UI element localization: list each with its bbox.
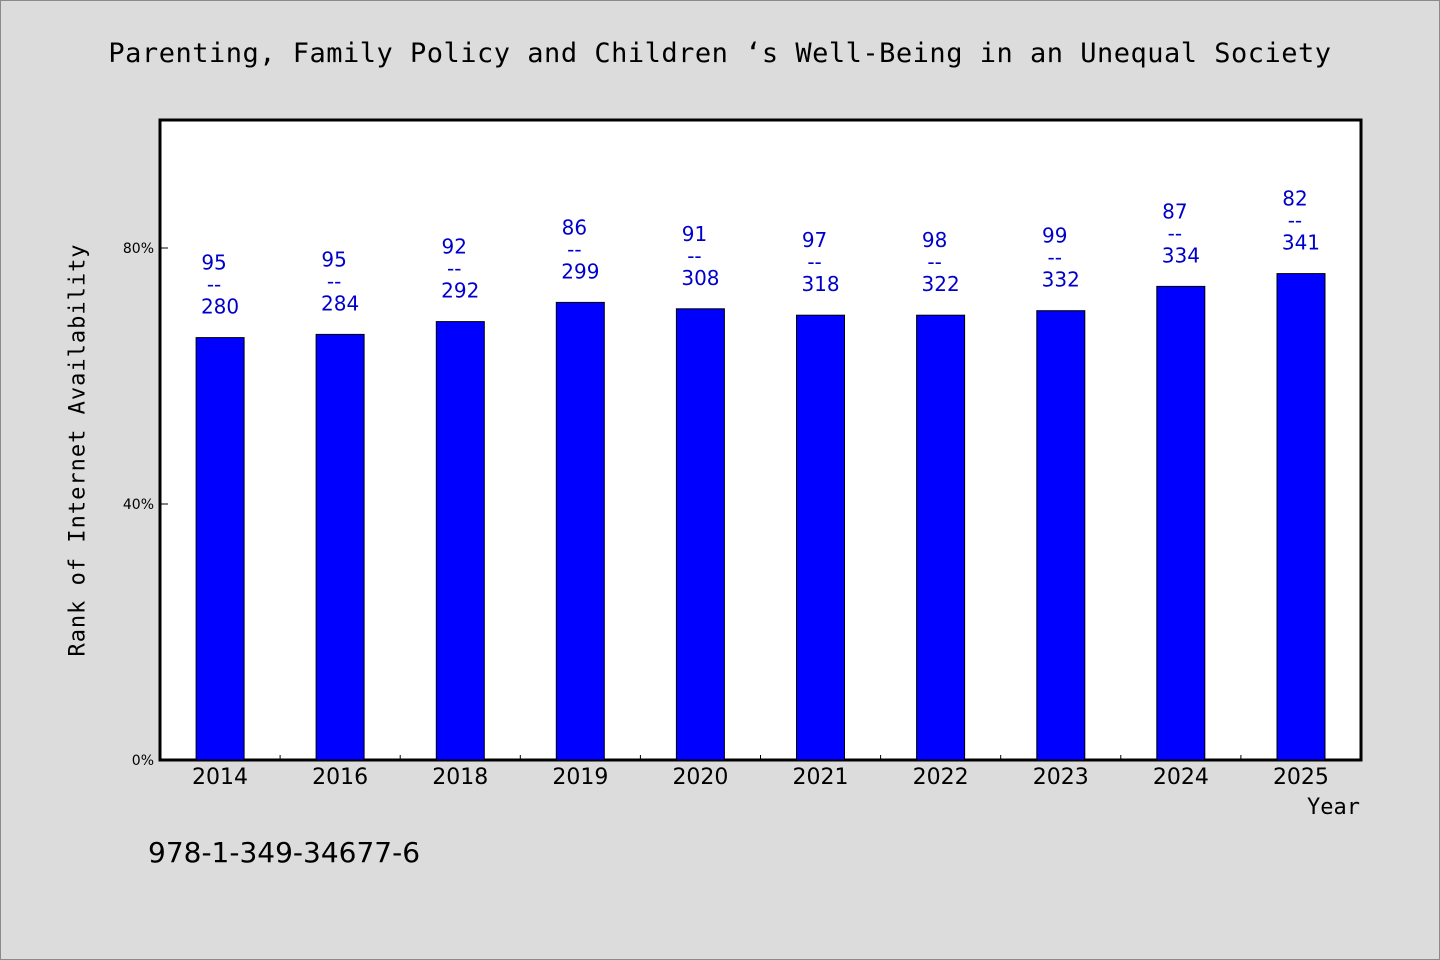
x-axis-label: Year xyxy=(1307,795,1360,820)
data-labels-group: 95--28095--28492--29286--29991--30897--3… xyxy=(201,187,1320,319)
data-label-separator-2020: -- xyxy=(687,244,701,268)
bar-2025 xyxy=(1276,273,1326,761)
bars-group xyxy=(195,273,1326,761)
y-tick-label-40: 40% xyxy=(123,497,154,513)
data-label-bottom-2014: 280 xyxy=(201,295,239,319)
axes-group: 2014 2016 2018 2019 2020 2021 2022 2023 2024 2025… xyxy=(123,241,1329,790)
bar-2023 xyxy=(1036,310,1086,761)
bar-2022 xyxy=(916,314,966,761)
x-tick-label-2020: 2020 xyxy=(672,765,728,790)
bar-2014 xyxy=(195,337,245,761)
x-tick-label-2016: 2016 xyxy=(312,765,368,790)
data-label-top-2024: 87 xyxy=(1162,199,1187,223)
x-tick-label-2018: 2018 xyxy=(432,765,488,790)
data-label-separator-2021: -- xyxy=(807,250,821,274)
x-tick-label-2025: 2025 xyxy=(1273,765,1329,790)
x-tick-label-2014: 2014 xyxy=(192,765,248,790)
bar-2024 xyxy=(1156,285,1206,761)
data-label-bottom-2021: 318 xyxy=(801,272,839,296)
data-label-bottom-2016: 284 xyxy=(321,291,359,315)
data-label-separator-2025: -- xyxy=(1288,209,1302,233)
x-tick-label-2024: 2024 xyxy=(1153,765,1209,790)
data-label-top-2021: 97 xyxy=(802,228,827,252)
bar-2019 xyxy=(555,301,605,761)
data-label-separator-2019: -- xyxy=(567,237,581,261)
data-label-separator-2018: -- xyxy=(447,257,461,281)
data-label-bottom-2019: 299 xyxy=(561,259,599,283)
x-tick-label-2022: 2022 xyxy=(913,765,969,790)
bar-2016 xyxy=(315,333,365,761)
data-label-separator-2014: -- xyxy=(207,273,221,297)
data-label-top-2018: 92 xyxy=(442,235,467,259)
x-tick-label-2023: 2023 xyxy=(1033,765,1089,790)
data-label-bottom-2022: 322 xyxy=(922,272,960,296)
data-label-bottom-2018: 292 xyxy=(441,279,479,303)
x-tick-label-2019: 2019 xyxy=(552,765,608,790)
isbn-text: 978-1-349-34677-6 xyxy=(148,836,421,869)
data-label-top-2019: 86 xyxy=(562,215,587,239)
data-label-top-2014: 95 xyxy=(201,251,226,275)
bar-2018 xyxy=(435,321,485,761)
x-tick-label-2021: 2021 xyxy=(793,765,849,790)
bar-2021 xyxy=(796,314,845,761)
data-label-top-2025: 82 xyxy=(1282,187,1307,211)
data-label-separator-2016: -- xyxy=(327,269,341,293)
data-label-separator-2022: -- xyxy=(927,250,941,274)
data-label-bottom-2020: 308 xyxy=(681,266,719,290)
data-label-separator-2024: -- xyxy=(1168,221,1182,245)
data-label-bottom-2025: 341 xyxy=(1282,231,1320,255)
data-label-bottom-2023: 332 xyxy=(1042,268,1080,292)
data-label-separator-2023: -- xyxy=(1048,246,1062,270)
chart-title: Parenting, Family Policy and Children ‘s… xyxy=(108,38,1332,69)
data-label-top-2022: 98 xyxy=(922,228,947,252)
data-label-top-2023: 99 xyxy=(1042,224,1067,248)
y-tick-label-0: 0% xyxy=(132,753,154,769)
data-label-bottom-2024: 334 xyxy=(1162,243,1200,267)
data-label-top-2016: 95 xyxy=(321,247,346,271)
bar-2020 xyxy=(675,308,725,761)
y-tick-label-80: 80% xyxy=(123,241,154,257)
data-label-top-2020: 91 xyxy=(682,222,707,246)
